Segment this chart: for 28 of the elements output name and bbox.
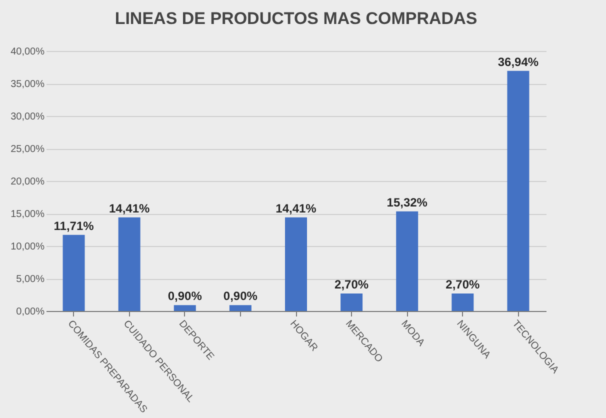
data-label: 2,70%	[334, 277, 369, 292]
bar	[452, 293, 474, 311]
y-tick-label: 0,00%	[16, 306, 45, 318]
data-label: 14,41%	[276, 201, 317, 216]
bar	[229, 305, 252, 311]
y-tick-label: 20,00%	[10, 176, 45, 188]
y-tick-label: 25,00%	[10, 144, 45, 155]
chart-title: LINEAS DE PRODUCTOS MAS COMPRADAS	[114, 9, 478, 28]
data-label: 2,70%	[446, 277, 480, 292]
data-label: 11,71%	[54, 218, 94, 233]
bar	[507, 70, 530, 311]
y-tick-label: 40,00%	[10, 46, 45, 58]
data-label: 0,90%	[223, 289, 258, 304]
bar	[118, 217, 140, 311]
bar	[62, 234, 85, 311]
y-tick-label: 5,00%	[16, 274, 45, 285]
y-tick-label: 35,00%	[10, 79, 45, 90]
data-label: 0,90%	[168, 289, 202, 304]
bar	[285, 217, 307, 311]
data-label: 15,32%	[386, 195, 428, 210]
y-tick-label: 30,00%	[10, 112, 45, 122]
bar	[396, 211, 418, 311]
y-tick-label: 15,00%	[10, 209, 45, 220]
data-label: 14,41%	[108, 201, 150, 216]
bar	[174, 305, 196, 311]
bar	[340, 293, 363, 311]
data-label: 36,94%	[498, 54, 539, 69]
y-tick-label: 10,00%	[10, 242, 45, 252]
